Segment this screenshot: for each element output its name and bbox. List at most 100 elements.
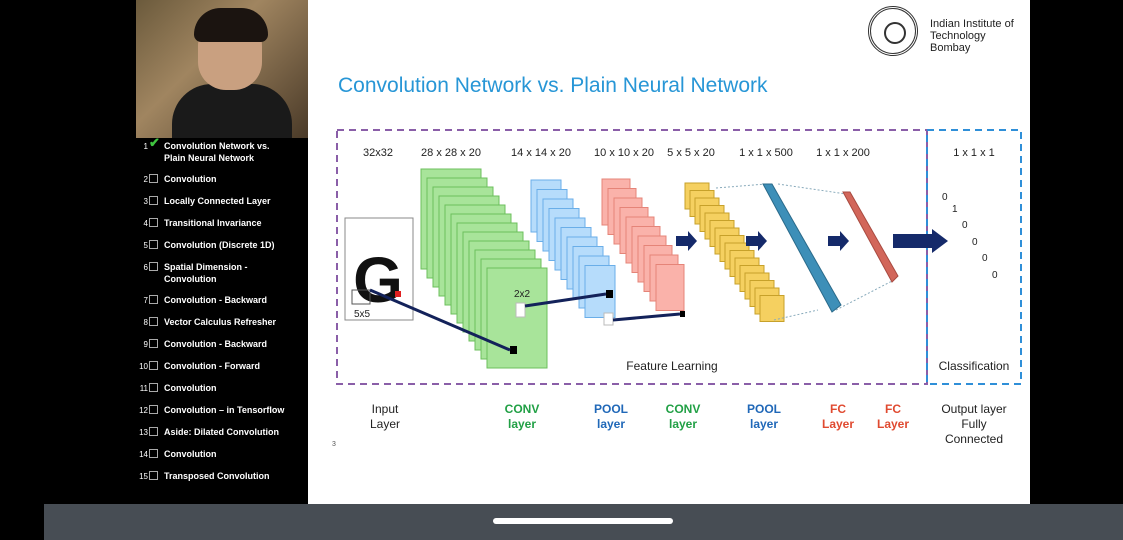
topic-item[interactable]: 8 Vector Calculus Refresher xyxy=(136,316,308,329)
topic-label: Vector Calculus Refresher xyxy=(164,317,277,327)
dim-label-output: 1 x 1 x 1 xyxy=(953,147,995,159)
checkbox-icon[interactable] xyxy=(149,471,158,480)
output-value: 0 xyxy=(982,253,988,264)
layer-name: Connected xyxy=(945,432,1003,446)
slide: Indian Institute of Technology Bombay Co… xyxy=(308,0,1030,504)
pool2-feature-maps xyxy=(684,182,785,322)
dim-label-fc2: 1 x 1 x 200 xyxy=(816,147,870,159)
slide-page-number: 3 xyxy=(332,441,336,448)
fc1-layer-bar xyxy=(762,183,842,313)
checkbox-icon[interactable] xyxy=(149,240,158,249)
connection-conv1-pool1 xyxy=(524,292,607,308)
pool1-output-marker xyxy=(606,290,613,298)
layer-name: layer xyxy=(669,417,697,431)
home-indicator[interactable] xyxy=(493,518,673,524)
topic-item[interactable]: 7 Convolution - Backward xyxy=(136,294,308,307)
topic-number: 15 xyxy=(139,472,148,481)
iitb-logo: Indian Institute of Technology Bombay xyxy=(866,4,1026,56)
institute-name: Indian Institute of Technology Bombay xyxy=(930,18,1014,54)
feature-map xyxy=(759,295,785,322)
layer-name: POOL xyxy=(747,402,781,416)
layer-name: POOL xyxy=(594,402,628,416)
topic-label: Spatial Dimension - Convolution xyxy=(164,262,248,284)
fc-fan-line xyxy=(835,279,895,311)
topic-label: Convolution – in Tensorflow xyxy=(164,405,285,415)
dim-label-pool1: 14 x 14 x 20 xyxy=(511,147,571,159)
output-value: 0 xyxy=(972,237,978,248)
output-value: 0 xyxy=(942,192,948,203)
topic-item[interactable]: 13 Aside: Dilated Convolution xyxy=(136,426,308,439)
pool1-feature-maps xyxy=(530,179,616,318)
checkbox-icon[interactable] xyxy=(149,449,158,458)
input-pixel-marker xyxy=(395,291,401,297)
conv1-output-marker xyxy=(510,346,517,354)
layer-name: Layer xyxy=(822,417,854,431)
checkbox-icon[interactable] xyxy=(149,262,158,271)
output-value: 0 xyxy=(962,220,968,231)
topic-label: Convolution xyxy=(164,174,217,184)
fc-fan-line xyxy=(773,309,819,321)
input-letter: G xyxy=(353,244,403,316)
checkbox-icon[interactable] xyxy=(149,295,158,304)
topic-item[interactable]: 12 Convolution – in Tensorflow xyxy=(136,404,308,417)
topic-item[interactable]: 4 Transitional Invariance xyxy=(136,217,308,230)
checkbox-icon[interactable] xyxy=(149,339,158,348)
checkbox-icon[interactable] xyxy=(149,218,158,227)
arrow-icon xyxy=(746,231,767,251)
lecture-sidebar: 1 Convolution Network vs. Plain Neural Ne… xyxy=(136,0,308,504)
topic-number: 12 xyxy=(139,406,148,415)
topic-item[interactable]: 6 Spatial Dimension - Convolution xyxy=(136,261,308,285)
topic-item[interactable]: 5 Convolution (Discrete 1D) xyxy=(136,239,308,252)
connection-input-conv1 xyxy=(369,288,511,352)
layer-name: Layer xyxy=(877,417,909,431)
topic-label: Convolution xyxy=(164,383,217,393)
topic-number: 3 xyxy=(143,197,148,206)
topic-label: Convolution - Backward xyxy=(164,295,268,305)
kernel-2x2-label: 2x2 xyxy=(514,289,531,300)
topic-item[interactable]: 10 Convolution - Forward xyxy=(136,360,308,373)
topic-number: 8 xyxy=(143,318,148,327)
topic-item[interactable]: 9 Convolution - Backward xyxy=(136,338,308,351)
lecture-topic-list: 1 Convolution Network vs. Plain Neural Ne… xyxy=(136,137,308,492)
topic-label: Convolution - Backward xyxy=(164,339,268,349)
checkbox-icon[interactable] xyxy=(149,405,158,414)
checkmark-icon[interactable] xyxy=(149,137,160,150)
topic-item[interactable]: 2 Convolution xyxy=(136,173,308,186)
topic-number: 13 xyxy=(139,428,148,437)
kernel-2x2-box xyxy=(515,302,526,318)
arrow-icon xyxy=(676,231,697,251)
classification-border xyxy=(926,129,1022,385)
topic-number: 5 xyxy=(143,241,148,250)
checkbox-icon[interactable] xyxy=(149,317,158,326)
topic-item[interactable]: 11 Convolution xyxy=(136,382,308,395)
topic-label: Transposed Convolution xyxy=(164,471,270,481)
conv1-feature-maps xyxy=(420,168,548,369)
dim-label-fc1: 1 x 1 x 500 xyxy=(739,147,793,159)
topic-item[interactable]: 14 Convolution xyxy=(136,448,308,461)
layer-names: InputLayerCONVlayerPOOLlayerCONVlayerPOO… xyxy=(370,402,1007,446)
layer-name: FC xyxy=(830,402,846,416)
topic-number: 6 xyxy=(143,263,148,272)
checkbox-icon[interactable] xyxy=(149,361,158,370)
layer-name: Output layer xyxy=(941,402,1006,416)
topic-item[interactable]: 15 Transposed Convolution xyxy=(136,470,308,483)
topic-item[interactable]: 1 Convolution Network vs. Plain Neural Ne… xyxy=(136,137,308,164)
checkbox-icon[interactable] xyxy=(149,174,158,183)
fc2-layer-bar xyxy=(842,191,899,283)
arrow-icon xyxy=(828,231,849,251)
layer-name: CONV xyxy=(666,402,701,416)
layer-name: layer xyxy=(750,417,778,431)
output-value: 0 xyxy=(992,270,998,281)
topic-label: Locally Connected Layer xyxy=(164,196,271,206)
layer-name: Input xyxy=(372,402,399,416)
checkbox-icon[interactable] xyxy=(149,427,158,436)
kernel-5x5-label: 5x5 xyxy=(354,309,371,320)
checkbox-icon[interactable] xyxy=(149,196,158,205)
checkbox-icon[interactable] xyxy=(149,383,158,392)
topic-item[interactable]: 3 Locally Connected Layer xyxy=(136,195,308,208)
layer-name: Fully xyxy=(961,417,986,431)
topic-number: 1 xyxy=(143,142,148,151)
topic-label: Convolution xyxy=(164,449,217,459)
connection-pool1-conv2 xyxy=(612,312,681,322)
dim-label-input: 32x32 xyxy=(363,147,393,159)
